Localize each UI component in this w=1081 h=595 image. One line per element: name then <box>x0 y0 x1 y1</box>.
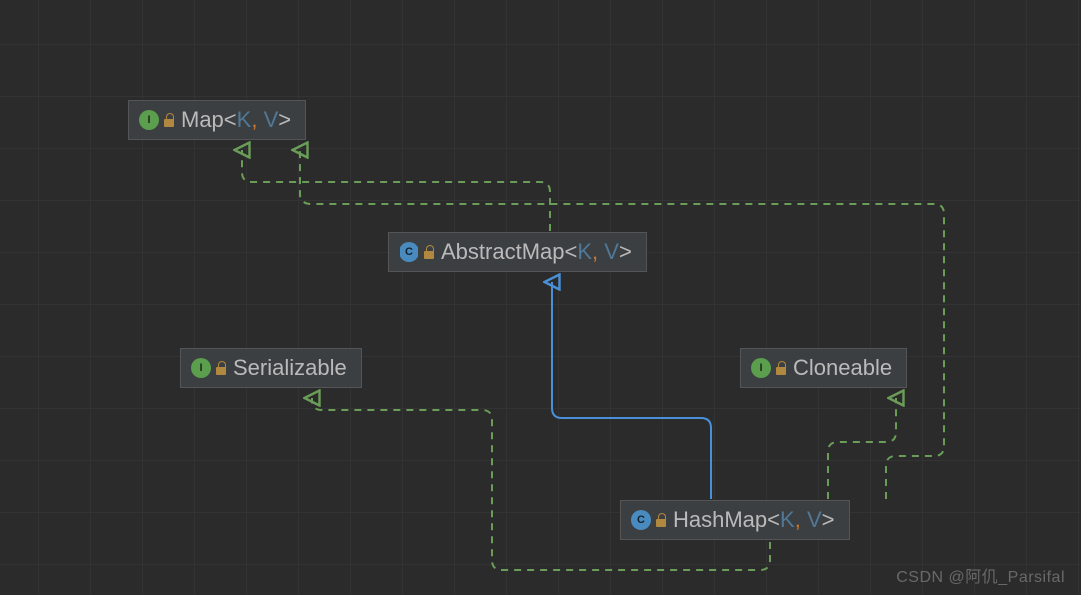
abstract-class-icon: C <box>399 242 419 262</box>
interface-icon: I <box>139 110 159 130</box>
canvas-grid <box>0 0 1081 595</box>
lock-icon <box>163 113 175 127</box>
interface-icon: I <box>191 358 211 378</box>
node-label: Map<K, V> <box>181 107 291 133</box>
node-abstractmap[interactable]: C AbstractMap<K, V> <box>388 232 647 272</box>
interface-icon: I <box>751 358 771 378</box>
lock-icon <box>655 513 667 527</box>
watermark: CSDN @阿仉_Parsifal <box>896 563 1065 587</box>
node-hashmap[interactable]: C HashMap<K, V> <box>620 500 850 540</box>
node-map[interactable]: I Map<K, V> <box>128 100 306 140</box>
node-label: Serializable <box>233 355 347 381</box>
lock-icon <box>775 361 787 375</box>
node-label: Cloneable <box>793 355 892 381</box>
node-cloneable[interactable]: I Cloneable <box>740 348 907 388</box>
lock-icon <box>215 361 227 375</box>
lock-icon <box>423 245 435 259</box>
node-label: HashMap<K, V> <box>673 507 835 533</box>
node-serializable[interactable]: I Serializable <box>180 348 362 388</box>
class-icon: C <box>631 510 651 530</box>
node-label: AbstractMap<K, V> <box>441 239 632 265</box>
